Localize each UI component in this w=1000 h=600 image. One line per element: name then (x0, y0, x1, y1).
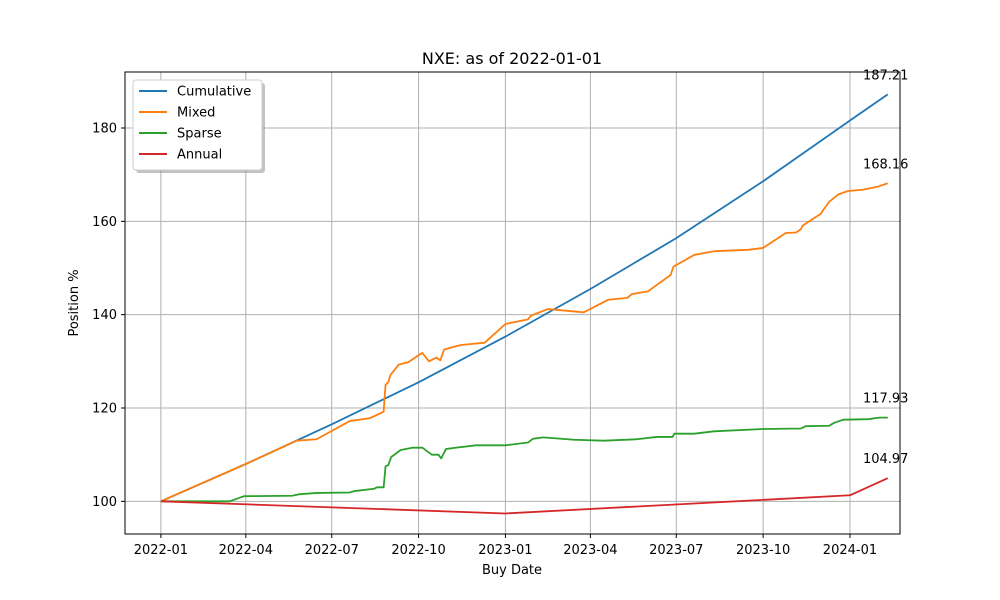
series-line-annual (160, 477, 889, 515)
legend: Cumulative Mixed Sparse Annual (132, 79, 265, 173)
legend-label: Annual (177, 148, 222, 163)
x-tick-label: 2023-10 (736, 543, 790, 558)
x-axis-label: Buy Date (482, 563, 542, 578)
x-tick-label: 2022-01 (134, 543, 188, 558)
ticks-layer: 2022-01 2022-04 2022-07 2022-10 2023-01 2023-… (92, 122, 877, 559)
annotation-mixed: 168.16 (863, 157, 909, 172)
legend-label: Cumulative (177, 85, 251, 100)
y-tick-label: 120 (92, 402, 117, 417)
legend-label: Mixed (177, 106, 215, 121)
legend-label: Sparse (177, 127, 222, 142)
x-tick-label: 2023-04 (563, 543, 617, 558)
grid-layer (125, 72, 900, 534)
annotation-annual: 104.97 (863, 452, 909, 467)
plot-frame (124, 71, 901, 535)
y-tick-label: 140 (92, 308, 117, 323)
annotation-cumulative: 187.21 (863, 68, 909, 83)
x-tick-label: 2023-01 (478, 543, 532, 558)
y-tick-label: 160 (92, 215, 117, 230)
x-tick-label: 2022-04 (219, 543, 273, 558)
y-tick-label: 180 (92, 122, 117, 137)
annotation-sparse: 117.93 (863, 392, 909, 407)
series-line-mixed (160, 182, 889, 503)
y-axis-label: Position % (67, 269, 82, 336)
annotations-layer: 187.21 168.16 117.93 104.97 (863, 68, 909, 467)
x-tick-label: 2024-01 (823, 543, 877, 558)
x-tick-label: 2022-07 (305, 543, 359, 558)
chart-title: NXE: as of 2022-01-01 (422, 49, 602, 68)
legend-box (132, 79, 263, 171)
series-line-sparse (160, 416, 888, 503)
x-tick-label: 2023-07 (649, 543, 703, 558)
y-tick-label: 100 (92, 495, 117, 510)
series-layer (160, 93, 889, 515)
x-tick-label: 2022-10 (391, 543, 445, 558)
